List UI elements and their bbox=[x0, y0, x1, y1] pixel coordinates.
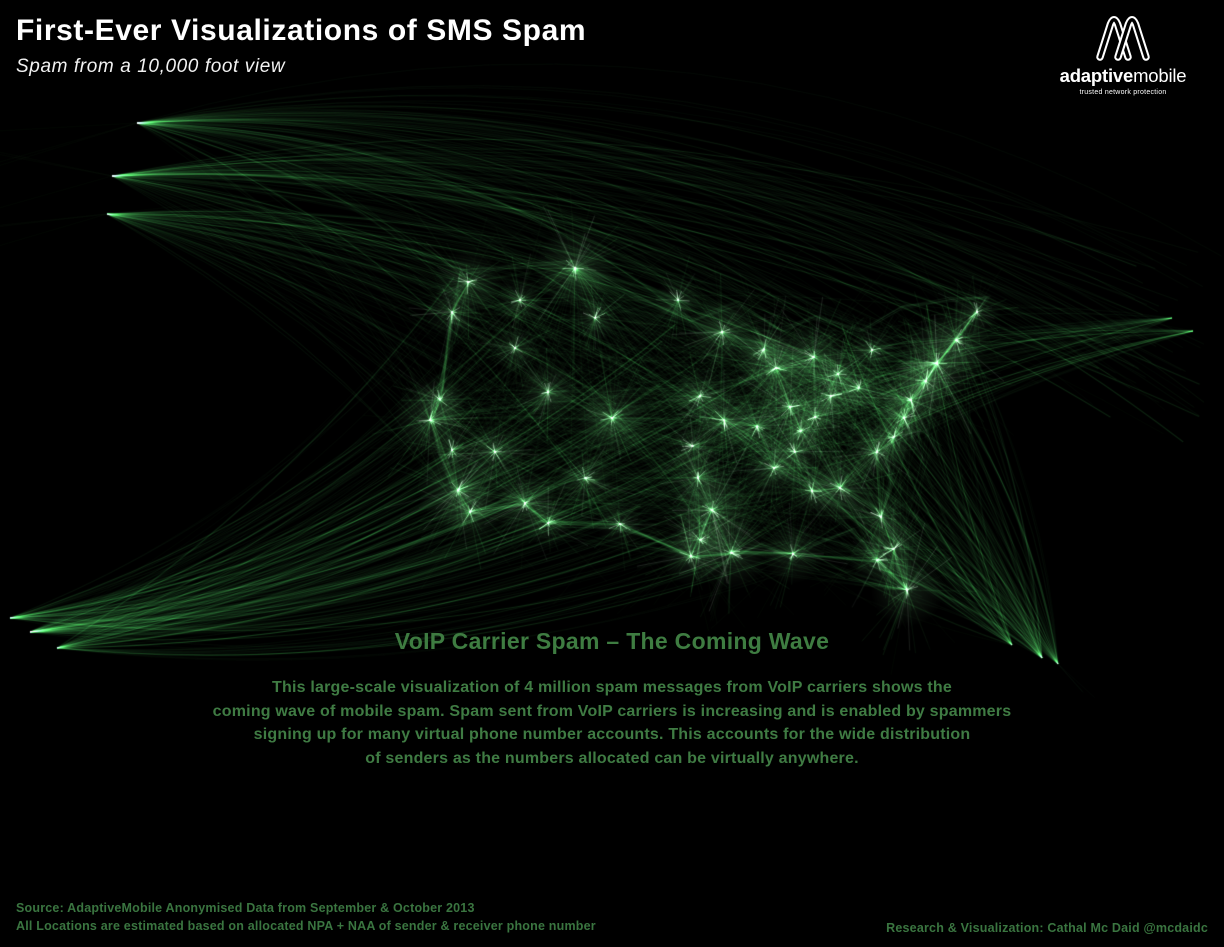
logo-word-mobile: mobile bbox=[1133, 65, 1187, 86]
logo-tagline: trusted network protection bbox=[1079, 89, 1167, 96]
caption-line: signing up for many virtual phone number… bbox=[253, 726, 971, 743]
page-subtitle: Spam from a 10,000 foot view bbox=[16, 56, 286, 77]
caption-block: VoIP Carrier Spam – The Coming Wave This… bbox=[0, 628, 1224, 770]
footer-source-line1: Source: AdaptiveMobile Anonymised Data f… bbox=[16, 901, 475, 915]
page-title: First-Ever Visualizations of SMS Spam bbox=[16, 14, 587, 47]
footer-source-line2: All Locations are estimated based on all… bbox=[16, 919, 596, 933]
logo-word-adaptive: adaptive bbox=[1059, 65, 1134, 86]
caption-line: This large-scale visualization of 4 mill… bbox=[272, 679, 952, 696]
caption-line: of senders as the numbers allocated can … bbox=[365, 749, 859, 767]
caption-heading: VoIP Carrier Spam – The Coming Wave bbox=[394, 628, 830, 654]
caption-line: coming wave of mobile spam. Spam sent fr… bbox=[212, 702, 1012, 720]
header: First-Ever Visualizations of SMS Spam Sp… bbox=[16, 14, 586, 78]
caption-body: This large-scale visualization of 4 mill… bbox=[0, 676, 1224, 770]
logo-wordmark: adaptivemobile bbox=[1048, 65, 1198, 87]
adaptivemobile-logo: adaptivemobile trusted network protectio… bbox=[1048, 12, 1198, 96]
footer-credit: Research & Visualization: Cathal Mc Daid… bbox=[886, 921, 1208, 935]
adaptivemobile-logo-icon bbox=[1096, 16, 1150, 61]
footer-source: Source: AdaptiveMobile Anonymised Data f… bbox=[16, 899, 596, 935]
